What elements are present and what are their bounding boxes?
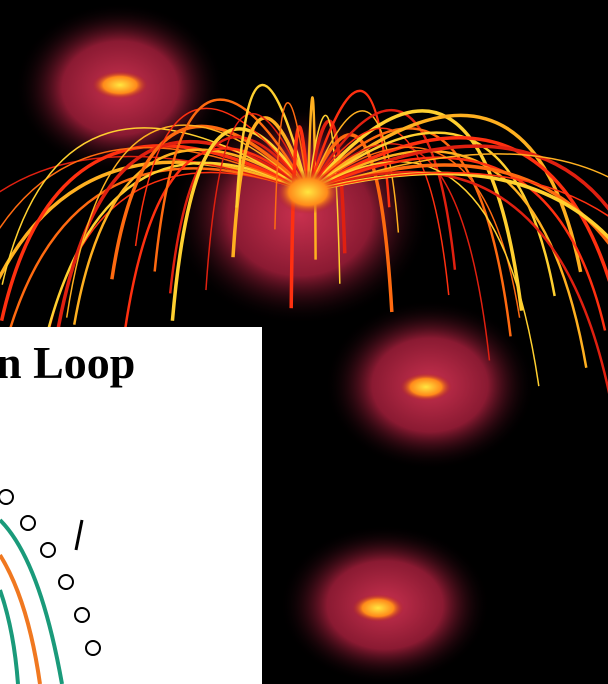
spark	[92, 71, 148, 99]
ray	[307, 163, 608, 246]
ray	[307, 110, 400, 233]
ray	[307, 127, 450, 296]
ray	[52, 139, 310, 353]
slide-panel: n Loop	[0, 327, 262, 684]
ray	[274, 102, 309, 230]
ray	[0, 147, 309, 230]
ray	[170, 127, 310, 321]
ray	[119, 147, 309, 363]
ray	[307, 160, 540, 387]
particles	[0, 489, 101, 656]
ray	[307, 153, 608, 193]
mark	[74, 519, 84, 551]
ray	[205, 112, 309, 291]
ray	[134, 107, 309, 247]
panel	[0, 327, 262, 684]
ray	[307, 170, 608, 395]
spark	[352, 594, 404, 622]
ray	[153, 98, 310, 272]
ray	[168, 135, 309, 294]
ray	[31, 161, 309, 402]
slide-title: n Loop	[0, 337, 135, 388]
ray	[307, 171, 608, 217]
arc	[0, 518, 64, 684]
ray	[289, 125, 310, 309]
arc	[0, 589, 20, 684]
ray	[306, 89, 391, 208]
ray	[65, 124, 309, 318]
ray	[235, 83, 310, 208]
firework	[0, 83, 608, 402]
arc	[0, 553, 42, 684]
spark	[400, 373, 452, 401]
spark	[276, 170, 340, 214]
ray	[0, 160, 309, 281]
ray	[307, 114, 341, 284]
ray	[110, 124, 310, 280]
